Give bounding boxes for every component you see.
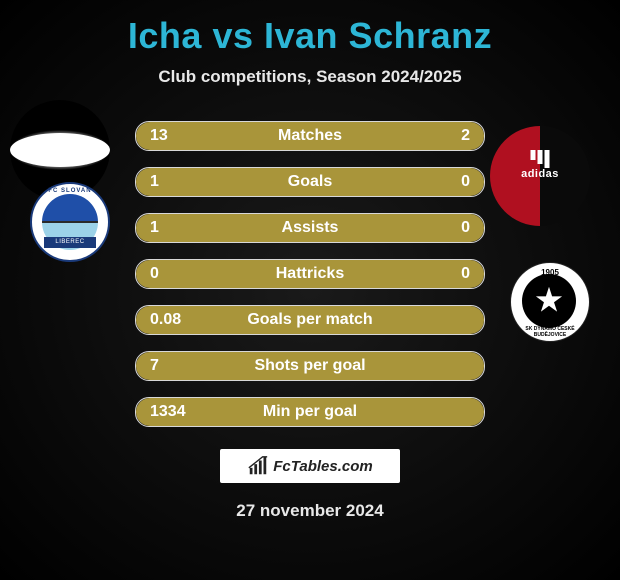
- stat-row: 00Hattricks: [135, 259, 485, 289]
- subtitle: Club competitions, Season 2024/2025: [0, 67, 620, 87]
- avatar-placeholder-icon: [10, 133, 110, 167]
- stat-label: Matches: [136, 122, 484, 150]
- crest-inner-icon: ★: [522, 274, 576, 328]
- stat-label: Min per goal: [136, 398, 484, 426]
- player1-name: Icha: [128, 15, 202, 56]
- player2-club-crest: 1905 ★ SK DYNAMO ČESKÉ BUDĚJOVICE: [510, 262, 590, 342]
- crest-arc-text: SK DYNAMO ČESKÉ BUDĚJOVICE: [511, 326, 589, 338]
- adidas-stripes-icon: [531, 150, 550, 168]
- stat-row: 10Assists: [135, 213, 485, 243]
- stat-label: Goals: [136, 168, 484, 196]
- stat-row: 132Matches: [135, 121, 485, 151]
- crest-banner-text: LIBEREC: [44, 237, 96, 248]
- comparison-card: Icha vs Ivan Schranz Club competitions, …: [0, 0, 620, 580]
- date-text: 27 november 2024: [0, 501, 620, 521]
- title: Icha vs Ivan Schranz: [0, 15, 620, 57]
- brand-text: FcTables.com: [273, 458, 372, 475]
- stat-row: 7Shots per goal: [135, 351, 485, 381]
- stat-label: Assists: [136, 214, 484, 242]
- stat-row: 1334Min per goal: [135, 397, 485, 427]
- stat-label: Hattricks: [136, 260, 484, 288]
- star-icon: ★: [534, 283, 564, 317]
- brand-badge: FcTables.com: [220, 449, 400, 483]
- stat-label: Shots per goal: [136, 352, 484, 380]
- stat-label: Goals per match: [136, 306, 484, 334]
- sponsor-text: adidas: [521, 168, 559, 180]
- player2-avatar: adidas: [490, 126, 590, 226]
- stat-row: 10Goals: [135, 167, 485, 197]
- player2-name: Ivan Schranz: [264, 15, 492, 56]
- chart-icon: [247, 455, 269, 477]
- vs-text: vs: [212, 15, 253, 56]
- player1-club-crest: FC SLOVAN LIBEREC: [30, 182, 110, 262]
- stat-row: 0.08Goals per match: [135, 305, 485, 335]
- stats-bars: 132Matches 10Goals 10Assists 00Hattricks 0.0…: [135, 121, 485, 427]
